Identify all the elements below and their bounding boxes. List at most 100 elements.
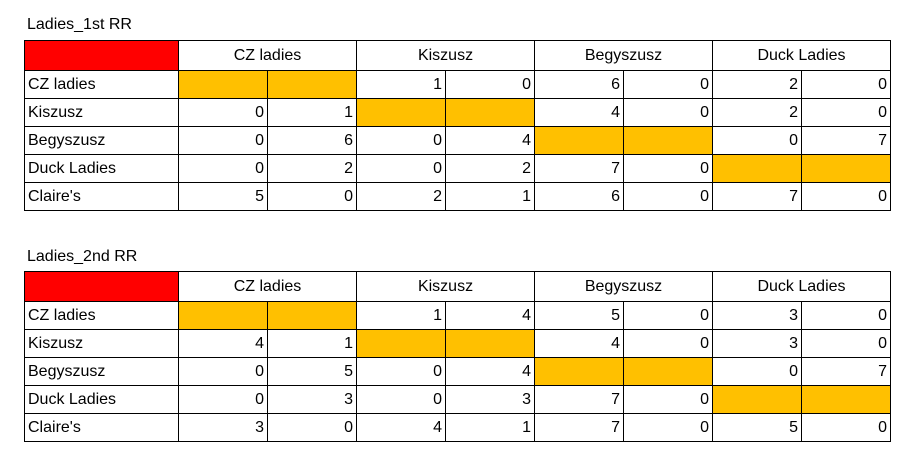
- score-cell: 7: [534, 154, 624, 183]
- score-cell: 4: [534, 329, 624, 358]
- score-cell: 0: [356, 126, 446, 155]
- score-cell: 7: [534, 413, 624, 442]
- score-cell: 0: [623, 154, 713, 183]
- team-header: Begyszusz: [534, 40, 713, 71]
- blank-cell: [623, 357, 713, 386]
- team-header: Kiszusz: [356, 271, 535, 302]
- blank-cell: [712, 154, 802, 183]
- score-cell: 2: [267, 154, 357, 183]
- score-cell: 0: [623, 98, 713, 127]
- score-cell: 0: [801, 98, 891, 127]
- header-row: CZ ladies Kiszusz Begyszusz Duck Ladies: [24, 271, 891, 302]
- score-cell: 0: [623, 329, 713, 358]
- blank-cell: [356, 329, 446, 358]
- score-cell: 0: [712, 126, 802, 155]
- score-cell: 0: [178, 154, 268, 183]
- score-cell: 0: [623, 182, 713, 211]
- score-cell: 0: [356, 357, 446, 386]
- team-name: Kiszusz: [24, 329, 179, 358]
- team-header: Kiszusz: [356, 40, 535, 71]
- score-cell: 0: [267, 182, 357, 211]
- score-cell: 0: [712, 357, 802, 386]
- team-name: Duck Ladies: [24, 154, 179, 183]
- team-name: Begyszusz: [24, 126, 179, 155]
- blank-cell: [445, 329, 535, 358]
- table-row: Duck Ladies 0 3 0 3 7 0: [24, 385, 891, 414]
- score-cell: 7: [712, 182, 802, 211]
- score-cell: 4: [445, 301, 535, 330]
- score-cell: 5: [534, 301, 624, 330]
- score-cell: 2: [712, 70, 802, 99]
- blank-cell: [178, 70, 268, 99]
- table-row: Duck Ladies 0 2 0 2 7 0: [24, 154, 891, 183]
- score-cell: 0: [623, 301, 713, 330]
- score-cell: 0: [623, 385, 713, 414]
- team-header: Begyszusz: [534, 271, 713, 302]
- team-header: CZ ladies: [178, 40, 357, 71]
- score-cell: 0: [801, 70, 891, 99]
- score-cell: 5: [267, 357, 357, 386]
- blank-cell: [267, 70, 357, 99]
- score-cell: 3: [712, 329, 802, 358]
- score-cell: 7: [534, 385, 624, 414]
- score-cell: 7: [801, 126, 891, 155]
- team-name: Claire's: [24, 182, 179, 211]
- score-cell: 0: [356, 385, 446, 414]
- score-cell: 0: [801, 182, 891, 211]
- blank-cell: [712, 385, 802, 414]
- team-name: Begyszusz: [24, 357, 179, 386]
- score-cell: 1: [267, 329, 357, 358]
- corner-cell: [24, 271, 179, 302]
- score-cell: 4: [445, 357, 535, 386]
- table-row: Begyszusz 0 6 0 4 0 7: [24, 126, 891, 155]
- table-row: Claire's 3 0 4 1 7 0 5 0: [24, 413, 891, 442]
- score-cell: 3: [178, 413, 268, 442]
- score-cell: 5: [712, 413, 802, 442]
- blank-cell: [534, 357, 624, 386]
- team-name: Claire's: [24, 413, 179, 442]
- score-cell: 6: [534, 70, 624, 99]
- team-name: CZ ladies: [24, 301, 179, 330]
- team-header: Duck Ladies: [712, 271, 891, 302]
- blank-cell: [801, 154, 891, 183]
- score-cell: 0: [801, 329, 891, 358]
- blank-cell: [623, 126, 713, 155]
- score-cell: 0: [267, 413, 357, 442]
- blank-cell: [356, 98, 446, 127]
- score-cell: 1: [445, 413, 535, 442]
- score-cell: 0: [178, 357, 268, 386]
- blank-cell: [445, 98, 535, 127]
- table-row: Kiszusz 4 1 4 0 3 0: [24, 329, 891, 358]
- score-cell: 2: [445, 154, 535, 183]
- team-name: Kiszusz: [24, 98, 179, 127]
- blank-cell: [534, 126, 624, 155]
- table-row: Begyszusz 0 5 0 4 0 7: [24, 357, 891, 386]
- team-header: CZ ladies: [178, 271, 357, 302]
- score-cell: 0: [801, 301, 891, 330]
- score-cell: 0: [178, 385, 268, 414]
- table-row: CZ ladies 1 4 5 0 3 0: [24, 301, 891, 330]
- score-cell: 6: [534, 182, 624, 211]
- score-cell: 0: [801, 413, 891, 442]
- score-cell: 0: [178, 126, 268, 155]
- header-row: CZ ladies Kiszusz Begyszusz Duck Ladies: [24, 40, 891, 71]
- blank-cell: [178, 301, 268, 330]
- score-cell: 2: [712, 98, 802, 127]
- team-name: CZ ladies: [24, 70, 179, 99]
- section-title: Ladies_2nd RR: [27, 248, 138, 265]
- corner-cell: [24, 40, 179, 71]
- blank-cell: [267, 301, 357, 330]
- score-cell: 3: [712, 301, 802, 330]
- table-row: Kiszusz 0 1 4 0 2 0: [24, 98, 891, 127]
- section-title: Ladies_1st RR: [27, 16, 132, 33]
- score-cell: 0: [178, 98, 268, 127]
- score-cell: 0: [445, 70, 535, 99]
- blank-cell: [801, 385, 891, 414]
- score-cell: 2: [356, 182, 446, 211]
- table-row: Claire's 5 0 2 1 6 0 7 0: [24, 182, 891, 211]
- score-cell: 3: [267, 385, 357, 414]
- score-cell: 3: [445, 385, 535, 414]
- score-cell: 1: [267, 98, 357, 127]
- table-row: CZ ladies 1 0 6 0 2 0: [24, 70, 891, 99]
- score-cell: 4: [356, 413, 446, 442]
